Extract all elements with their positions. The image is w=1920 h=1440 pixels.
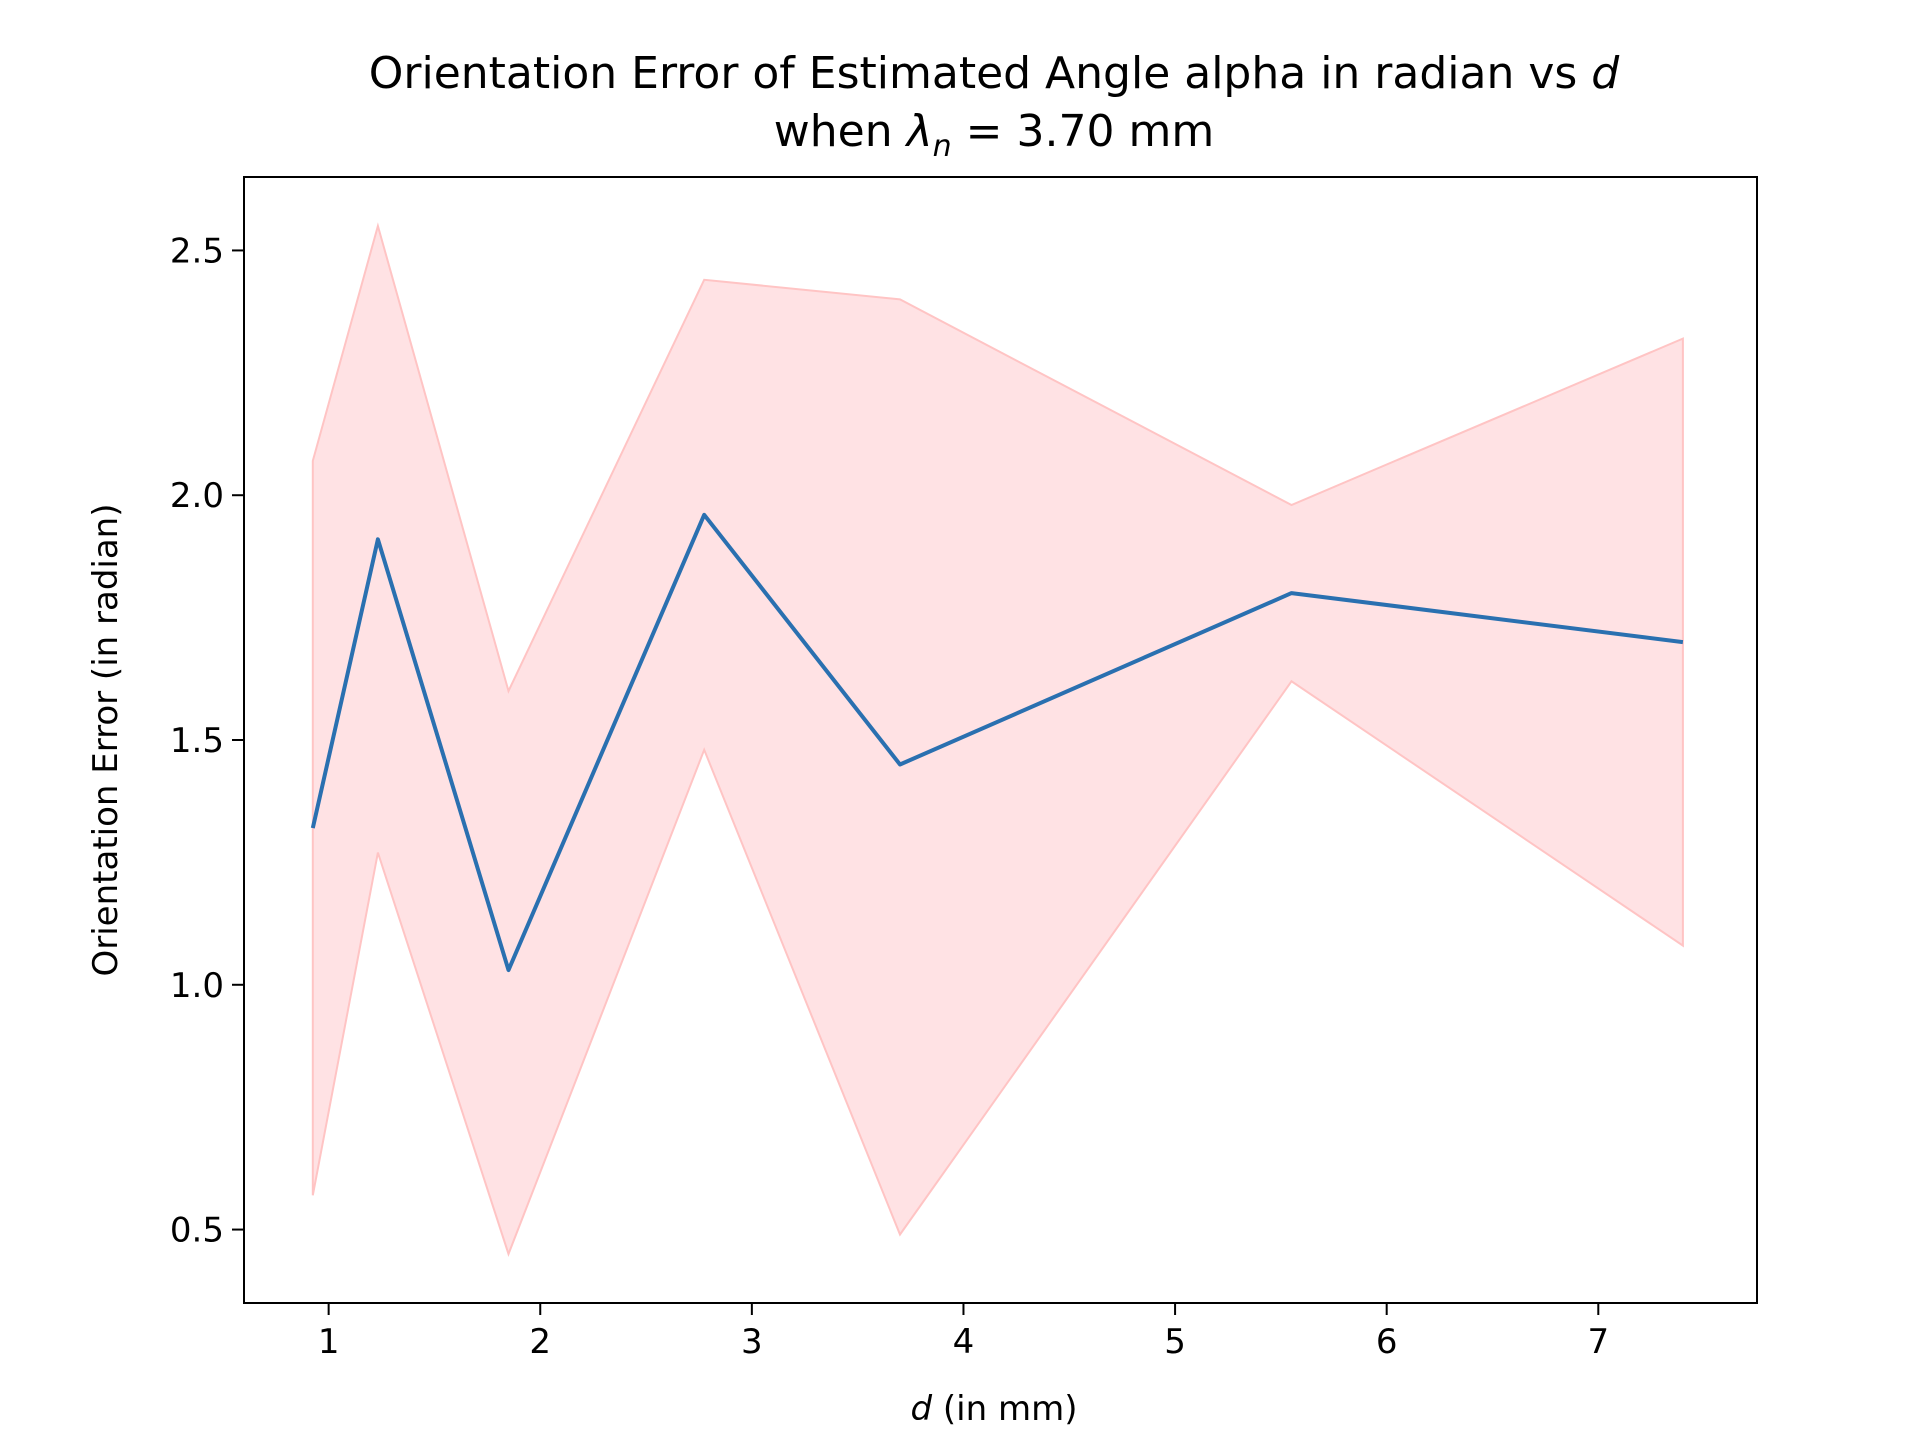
y-tick-label: 1.5 (170, 721, 224, 761)
chart-title: Orientation Error of Estimated Angle alp… (369, 48, 1621, 99)
x-tick-label: 3 (741, 1322, 763, 1362)
y-axis-label: Orientation Error (in radian) (86, 504, 126, 977)
y-tick-label: 2.5 (170, 231, 224, 271)
y-tick-label: 0.5 (170, 1211, 224, 1251)
subtitle-lambda-subscript: n (933, 129, 952, 164)
x-tick-label: 2 (529, 1322, 551, 1362)
y-tick-label: 1.0 (170, 966, 224, 1006)
y-axis-ticks: 0.5 1.0 1.5 2.0 2.5 (170, 231, 244, 1251)
x-tick-label: 6 (1376, 1322, 1398, 1362)
error-band (311, 222, 1684, 1257)
chart-subtitle: when λn = 3.70 mm (774, 106, 1214, 164)
x-axis-label: d (in mm) (911, 1389, 1078, 1429)
x-axis-label-variable: d (911, 1389, 933, 1429)
x-tick-label: 1 (318, 1322, 340, 1362)
plot-area (310, 222, 1684, 1257)
series-line (310, 512, 1684, 973)
x-tick-label: 5 (1164, 1322, 1186, 1362)
x-tick-label: 7 (1587, 1322, 1609, 1362)
chart-title-variable: d (1591, 48, 1620, 99)
x-tick-label: 4 (953, 1322, 975, 1362)
y-tick-label: 2.0 (170, 476, 224, 516)
subtitle-lambda-symbol: λ (905, 106, 933, 157)
x-axis-ticks: 1 2 3 4 5 6 7 (318, 1303, 1609, 1362)
